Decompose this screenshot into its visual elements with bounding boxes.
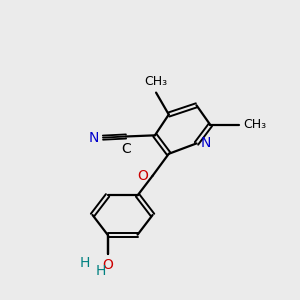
- Text: H: H: [79, 256, 90, 270]
- Text: CH₃: CH₃: [145, 74, 168, 88]
- Text: O: O: [102, 259, 113, 272]
- Text: CH₃: CH₃: [243, 118, 266, 131]
- Text: N: N: [201, 136, 211, 150]
- Text: O: O: [138, 169, 148, 183]
- Text: H: H: [95, 264, 106, 278]
- Text: N: N: [88, 130, 99, 145]
- Text: C: C: [121, 142, 131, 156]
